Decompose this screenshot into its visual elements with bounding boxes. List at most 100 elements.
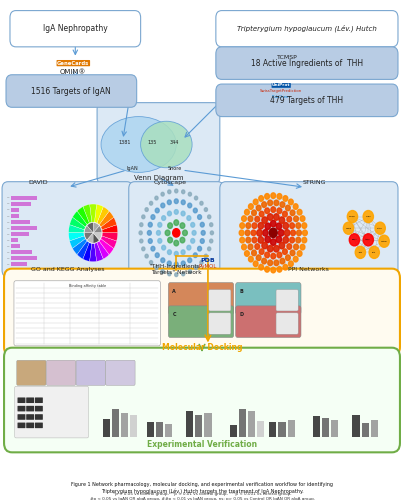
Circle shape — [267, 214, 273, 220]
Text: —: — — [7, 196, 10, 200]
Circle shape — [246, 223, 250, 228]
Circle shape — [256, 205, 261, 211]
Circle shape — [191, 222, 195, 227]
Circle shape — [167, 261, 171, 266]
Text: —: — — [7, 214, 10, 218]
Circle shape — [182, 190, 185, 194]
Wedge shape — [93, 206, 109, 233]
Circle shape — [84, 222, 102, 243]
Wedge shape — [77, 206, 93, 233]
Text: B: B — [240, 288, 243, 294]
FancyBboxPatch shape — [17, 398, 25, 403]
Bar — [156, 422, 163, 436]
Bar — [147, 422, 154, 436]
Circle shape — [148, 238, 152, 244]
Circle shape — [200, 260, 203, 264]
Circle shape — [259, 212, 264, 217]
Text: Experimental Verification: Experimental Verification — [147, 440, 257, 449]
Circle shape — [181, 250, 185, 254]
Circle shape — [279, 242, 285, 249]
Circle shape — [256, 255, 261, 260]
Text: 1516 Targets of IgAN: 1516 Targets of IgAN — [32, 86, 111, 96]
Circle shape — [181, 261, 185, 266]
Wedge shape — [69, 233, 93, 241]
Circle shape — [258, 236, 263, 243]
Circle shape — [182, 272, 185, 276]
Wedge shape — [93, 218, 117, 233]
Text: "THH-Ingredients-
Targets" Network: "THH-Ingredients- Targets" Network — [150, 264, 203, 274]
Circle shape — [174, 199, 178, 203]
Circle shape — [253, 199, 258, 204]
Text: AKT1: AKT1 — [366, 239, 371, 240]
Circle shape — [263, 230, 268, 236]
Circle shape — [167, 200, 171, 204]
FancyBboxPatch shape — [209, 313, 231, 334]
Text: 479 Targets of THH: 479 Targets of THH — [270, 96, 343, 105]
Text: PDB: PDB — [200, 258, 215, 263]
Circle shape — [262, 242, 267, 249]
Wedge shape — [93, 233, 109, 259]
FancyBboxPatch shape — [236, 306, 301, 338]
Text: —: — — [7, 262, 10, 266]
Circle shape — [148, 222, 152, 227]
FancyBboxPatch shape — [216, 10, 398, 47]
Wedge shape — [84, 226, 93, 233]
Circle shape — [188, 270, 191, 274]
Circle shape — [259, 196, 263, 202]
Wedge shape — [93, 233, 99, 243]
Wedge shape — [93, 204, 103, 233]
Circle shape — [168, 238, 173, 243]
Text: UniProt: UniProt — [272, 84, 290, 87]
Circle shape — [168, 223, 173, 228]
Circle shape — [155, 196, 158, 200]
Wedge shape — [93, 233, 118, 241]
Text: Molecular Docking: Molecular Docking — [162, 343, 242, 352]
Circle shape — [174, 210, 178, 214]
Wedge shape — [93, 233, 103, 262]
Circle shape — [268, 200, 273, 205]
Circle shape — [282, 249, 287, 254]
Circle shape — [156, 230, 160, 235]
Circle shape — [294, 244, 299, 250]
Circle shape — [155, 266, 158, 270]
Circle shape — [248, 204, 253, 210]
Ellipse shape — [101, 116, 176, 172]
Wedge shape — [93, 233, 102, 240]
Circle shape — [259, 249, 264, 254]
Circle shape — [248, 256, 253, 262]
FancyBboxPatch shape — [14, 280, 160, 346]
Circle shape — [252, 210, 257, 216]
Wedge shape — [83, 233, 93, 262]
Circle shape — [271, 193, 276, 198]
Text: Snore: Snore — [167, 166, 181, 171]
Bar — [11, 232, 29, 236]
Circle shape — [279, 217, 285, 224]
Circle shape — [174, 240, 179, 246]
Circle shape — [283, 196, 288, 202]
Circle shape — [140, 223, 143, 226]
Text: IgAN: IgAN — [127, 166, 139, 171]
Bar — [130, 415, 137, 436]
Text: Tripterygium hypoglaucum (Lév.) Hutch: Tripterygium hypoglaucum (Lév.) Hutch — [237, 25, 377, 32]
Bar — [112, 410, 119, 436]
Circle shape — [259, 264, 263, 270]
Circle shape — [271, 207, 276, 212]
FancyBboxPatch shape — [35, 422, 43, 428]
Wedge shape — [77, 233, 93, 259]
Circle shape — [300, 216, 305, 222]
Text: —: — — [7, 256, 10, 260]
Circle shape — [168, 250, 171, 254]
Circle shape — [194, 266, 198, 270]
Circle shape — [158, 238, 162, 243]
Bar — [11, 196, 37, 200]
Bar — [313, 416, 320, 436]
Circle shape — [278, 230, 284, 236]
Circle shape — [204, 254, 208, 258]
Bar — [11, 244, 20, 248]
Circle shape — [379, 235, 389, 248]
Circle shape — [175, 273, 178, 276]
Circle shape — [290, 210, 295, 216]
Bar — [352, 415, 360, 436]
Text: TCMSP: TCMSP — [277, 54, 297, 60]
Bar — [11, 238, 18, 242]
